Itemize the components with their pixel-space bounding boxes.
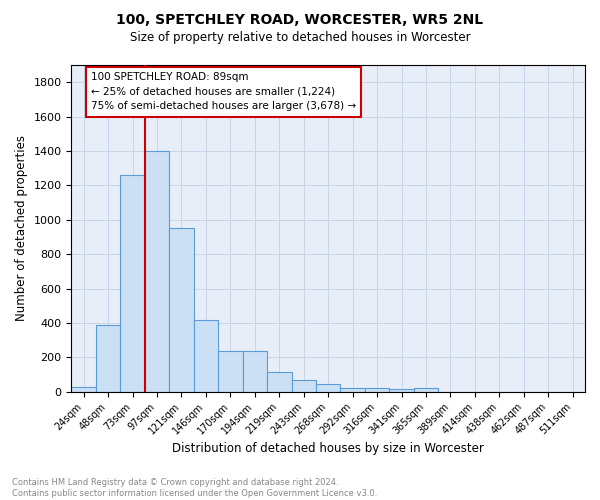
Y-axis label: Number of detached properties: Number of detached properties	[15, 136, 28, 322]
Bar	[96, 324, 121, 392]
Bar	[242, 352, 267, 392]
Bar	[71, 386, 96, 392]
Text: 100 SPETCHLEY ROAD: 89sqm
← 25% of detached houses are smaller (1,224)
75% of se: 100 SPETCHLEY ROAD: 89sqm ← 25% of detac…	[91, 72, 356, 112]
Bar	[194, 320, 218, 392]
Text: 100, SPETCHLEY ROAD, WORCESTER, WR5 2NL: 100, SPETCHLEY ROAD, WORCESTER, WR5 2NL	[116, 12, 484, 26]
Bar	[316, 384, 340, 392]
Bar	[292, 380, 316, 392]
Bar	[267, 372, 292, 392]
Bar	[169, 228, 194, 392]
Bar	[389, 389, 414, 392]
Bar	[365, 388, 389, 392]
Bar	[218, 352, 242, 392]
Bar	[340, 388, 365, 392]
Text: Size of property relative to detached houses in Worcester: Size of property relative to detached ho…	[130, 31, 470, 44]
X-axis label: Distribution of detached houses by size in Worcester: Distribution of detached houses by size …	[172, 442, 484, 455]
Bar	[145, 151, 169, 392]
Bar	[121, 175, 145, 392]
Text: Contains HM Land Registry data © Crown copyright and database right 2024.
Contai: Contains HM Land Registry data © Crown c…	[12, 478, 377, 498]
Bar	[414, 388, 438, 392]
